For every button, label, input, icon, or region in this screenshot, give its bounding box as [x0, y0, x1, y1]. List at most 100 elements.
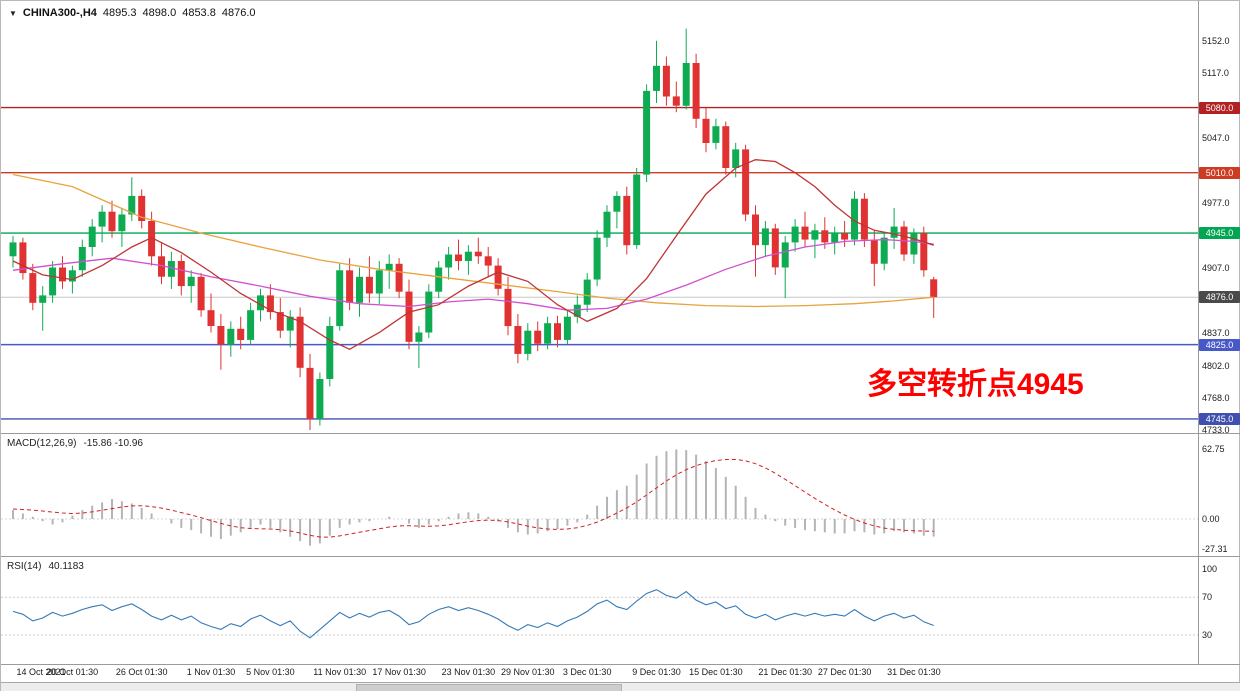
- price-level-badge: 5010.0: [1199, 167, 1240, 179]
- candle-body: [39, 295, 47, 303]
- bar-open-value: 4895.3: [102, 7, 137, 19]
- candle-body: [474, 251, 482, 257]
- candle-body: [128, 195, 136, 215]
- scrollbar-thumb[interactable]: [356, 684, 622, 691]
- candle-body: [276, 312, 284, 331]
- candle-body: [752, 214, 759, 246]
- macd-signal-line: [12, 459, 934, 538]
- candle-body: [742, 149, 750, 215]
- macd-panel-title: MACD(12,26,9) -15.86 -10.96: [7, 438, 143, 449]
- candle-body: [662, 65, 670, 97]
- rsi-panel-title: RSI(14) 40.1183: [7, 561, 84, 572]
- candle-body: [197, 276, 205, 311]
- candle-body: [504, 288, 512, 327]
- time-axis-label: 27 Dec 01:30: [817, 667, 872, 677]
- candle-body: [534, 330, 542, 344]
- candle-body: [544, 323, 552, 344]
- candle-body: [771, 228, 779, 268]
- symbol-info-bar: ▼ CHINA300-,H4 4895.3 4898.0 4853.8 4876…: [9, 7, 256, 19]
- candle-body: [247, 310, 255, 340]
- candle-body: [910, 233, 918, 255]
- candle-body: [336, 270, 344, 327]
- candle-body: [851, 198, 858, 240]
- candle-body: [108, 211, 116, 232]
- candle-body: [514, 326, 522, 354]
- candle-body: [801, 226, 809, 240]
- candle-body: [732, 149, 740, 168]
- candle-body: [356, 276, 363, 303]
- candle-body: [207, 310, 215, 326]
- price-axis[interactable]: 5152.0 5117.0 5047.0 4977.0 4907.0 4837.0 4802…: [1198, 1, 1240, 680]
- candle-body: [78, 247, 86, 271]
- macd-indicator-values: -15.86 -10.96: [83, 438, 143, 449]
- candle-body: [395, 263, 403, 292]
- price-tick-label: 4977.0: [1202, 198, 1230, 208]
- candle-body: [920, 233, 928, 271]
- price-tick-label: 4733.0: [1202, 425, 1230, 435]
- price-tick-label: 30: [1202, 630, 1213, 640]
- price-level-badge: 4876.0: [1199, 291, 1240, 303]
- price-tick-label: 4768.0: [1202, 393, 1230, 403]
- candle-body: [365, 276, 373, 294]
- candle-body: [831, 233, 839, 243]
- candle-body: [148, 221, 156, 257]
- candle-body: [603, 211, 611, 238]
- candle-body: [286, 316, 294, 331]
- candle-body: [653, 65, 660, 91]
- price-tick-label: 100: [1202, 564, 1218, 574]
- candle-body: [623, 195, 631, 246]
- price-level-badge: 4825.0: [1199, 339, 1240, 351]
- candle-body: [860, 198, 868, 240]
- symbol-dropdown-icon[interactable]: ▼: [9, 8, 17, 18]
- time-axis-label: 3 Dec 01:30: [562, 667, 612, 677]
- candle-body: [316, 379, 324, 419]
- time-axis-label: 1 Nov 01:30: [186, 667, 236, 677]
- candle-body: [870, 239, 878, 264]
- candle-body: [722, 126, 730, 168]
- bar-high-value: 4898.0: [142, 7, 177, 19]
- candle-body: [692, 63, 700, 119]
- ma-mid-magenta: [12, 238, 934, 311]
- candle-body: [435, 267, 443, 292]
- macd-indicator-label: MACD(12,26,9): [7, 438, 77, 449]
- time-axis-label: 11 Nov 01:30: [313, 667, 367, 677]
- candle-body: [633, 174, 641, 246]
- price-tick-label: 70: [1202, 592, 1213, 602]
- candle-body: [375, 270, 383, 294]
- candle-body: [583, 279, 591, 305]
- candle-body: [613, 195, 621, 212]
- candle-body: [385, 263, 393, 271]
- candle-body: [9, 242, 17, 257]
- price-tick-label: 0.00: [1202, 514, 1220, 524]
- candle-body: [791, 226, 799, 243]
- candle-body: [712, 126, 720, 143]
- price-tick-label: -27.31: [1202, 544, 1228, 554]
- candle-body: [890, 226, 898, 238]
- time-axis-label: 15 Dec 01:30: [689, 667, 743, 677]
- candle-body: [59, 267, 66, 282]
- candle-body: [554, 323, 561, 340]
- candle-body: [326, 326, 334, 379]
- candle-body: [761, 228, 769, 246]
- candle-body: [237, 328, 245, 340]
- candle-body: [138, 195, 146, 221]
- rsi-line: [12, 589, 934, 639]
- time-axis-label: 23 Nov 01:30: [441, 667, 496, 677]
- candle-body: [167, 261, 175, 277]
- time-axis-label: 17 Nov 01:30: [372, 667, 426, 677]
- rsi-indicator-value: 40.1183: [48, 561, 84, 572]
- candle-body: [19, 242, 27, 274]
- price-tick-label: 62.75: [1202, 444, 1225, 454]
- price-tick-label: 4802.0: [1202, 361, 1230, 371]
- time-axis[interactable]: 14 Oct 2021 20 Oct 01:30 26 Oct 01:30 1 Nov…: [1, 665, 1198, 681]
- time-axis-label: 20 Oct 01:30: [46, 667, 99, 677]
- rsi-indicator-label: RSI(14): [7, 561, 42, 572]
- price-level-badge: 5080.0: [1199, 102, 1240, 114]
- candle-body: [405, 291, 413, 342]
- candle-body: [593, 237, 601, 280]
- candle-body: [880, 237, 888, 264]
- candle-body: [455, 254, 462, 261]
- price-tick-label: 4907.0: [1202, 263, 1230, 273]
